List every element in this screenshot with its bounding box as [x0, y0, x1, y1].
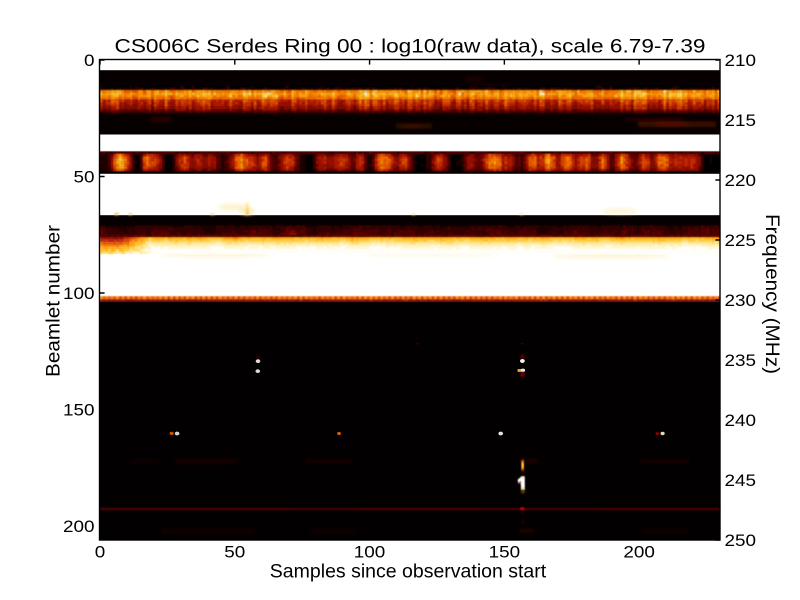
- svg-text:Samples since observation star: Samples since observation start: [270, 561, 547, 583]
- svg-text:200: 200: [63, 518, 95, 536]
- svg-text:100: 100: [63, 285, 95, 303]
- svg-text:225: 225: [725, 232, 757, 250]
- svg-text:215: 215: [725, 112, 757, 130]
- svg-text:Beamlet number: Beamlet number: [43, 224, 65, 377]
- svg-text:245: 245: [725, 472, 757, 490]
- svg-text:240: 240: [725, 412, 757, 430]
- svg-text:50: 50: [74, 169, 95, 187]
- svg-text:CS006C Serdes Ring 00 : log10(: CS006C Serdes Ring 00 : log10(raw data),…: [115, 36, 706, 58]
- svg-text:50: 50: [224, 544, 245, 562]
- svg-text:230: 230: [725, 292, 757, 310]
- svg-text:Frequency (MHz): Frequency (MHz): [761, 214, 783, 374]
- svg-text:0: 0: [95, 544, 106, 562]
- svg-text:220: 220: [725, 172, 757, 190]
- svg-text:150: 150: [489, 544, 521, 562]
- svg-text:0: 0: [84, 52, 95, 70]
- svg-text:200: 200: [623, 544, 655, 562]
- svg-text:210: 210: [725, 52, 757, 70]
- svg-text:235: 235: [725, 352, 757, 370]
- svg-text:150: 150: [63, 401, 95, 419]
- svg-text:250: 250: [725, 532, 757, 550]
- svg-text:100: 100: [354, 544, 386, 562]
